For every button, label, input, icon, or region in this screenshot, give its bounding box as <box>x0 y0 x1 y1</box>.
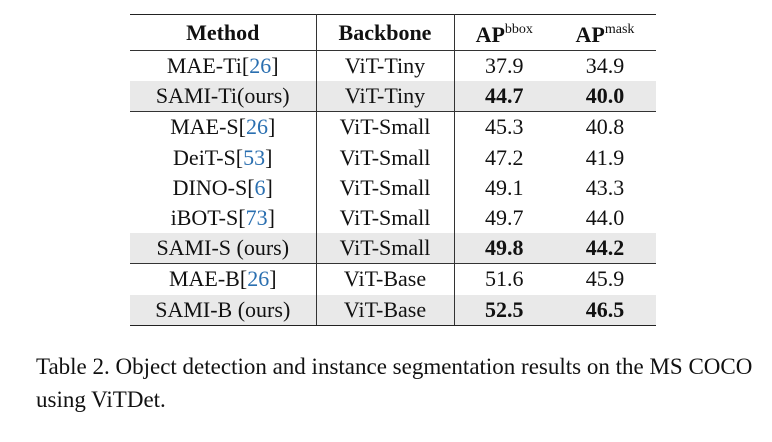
header-ap-bbox-base: AP <box>475 22 505 47</box>
ap-mask-cell: 40.8 <box>585 114 625 140</box>
table-row-ours: SAMI-B (ours) ViT-Base 52.5 46.5 <box>130 294 656 326</box>
table-row-ours: SAMI-Ti(ours) ViT-Tiny 44.7 40.0 <box>130 81 656 113</box>
citation-link[interactable]: 73 <box>245 205 268 231</box>
ap-bbox-cell-best: 44.7 <box>454 81 554 113</box>
method-cell: SAMI-S (ours) <box>130 233 317 265</box>
ap-mask-cell: 45.9 <box>585 266 625 292</box>
table-row: MAE-S[26] ViT-Small 45.3 40.8 <box>130 111 656 143</box>
method-name: MAE-Ti <box>166 53 242 79</box>
table-row: MAE-Ti[26] ViT-Tiny 37.9 34.9 <box>130 50 656 82</box>
backbone-cell: ViT-Small <box>316 142 455 173</box>
method-cell: MAE-B[26] <box>130 263 317 295</box>
method-name: MAE-B <box>168 266 240 292</box>
ap-bbox-cell-best: 52.5 <box>454 294 554 326</box>
backbone-cell: ViT-Small <box>316 233 455 265</box>
ap-mask-cell: 43.3 <box>585 174 625 200</box>
table-caption: Table 2. Object detection and instance s… <box>36 354 753 412</box>
backbone-cell: ViT-Base <box>316 294 455 326</box>
header-ap-mask: APmask <box>554 15 656 51</box>
method-cell: DINO-S[6] <box>130 172 317 203</box>
method-name: MAE-S <box>170 114 239 140</box>
ap-mask-cell-best: 46.5 <box>554 294 656 326</box>
method-cell: DeiT-S[53] <box>130 142 317 173</box>
citation-link[interactable]: 53 <box>243 144 266 170</box>
citation-link[interactable]: 26 <box>245 114 268 140</box>
ap-bbox-cell: 51.6 <box>485 266 524 292</box>
backbone-cell: ViT-Tiny <box>316 50 455 82</box>
results-table: Method Backbone APbbox APmask MAE-Ti[26]… <box>130 14 656 326</box>
results-table-container: Method Backbone APbbox APmask MAE-Ti[26]… <box>130 14 656 326</box>
backbone-cell: ViT-Small <box>316 172 455 203</box>
table-header-row: Method Backbone APbbox APmask <box>130 14 656 51</box>
method-cell: MAE-Ti[26] <box>130 50 317 82</box>
method-cell: SAMI-B (ours) <box>130 294 317 326</box>
ap-bbox-cell: 49.1 <box>485 174 524 200</box>
backbone-cell: ViT-Tiny <box>316 81 455 113</box>
table-row: MAE-B[26] ViT-Base 51.6 45.9 <box>130 263 656 295</box>
backbone-cell: ViT-Small <box>316 202 455 234</box>
ap-mask-cell: 41.9 <box>585 144 625 170</box>
header-ap-mask-sup: mask <box>604 22 635 37</box>
citation-link[interactable]: 26 <box>249 53 272 79</box>
method-cell: MAE-S[26] <box>130 111 317 143</box>
ap-bbox-cell: 47.2 <box>485 144 524 170</box>
citation-link[interactable]: 6 <box>254 174 266 200</box>
table-row-ours: SAMI-S (ours) ViT-Small 49.8 44.2 <box>130 233 656 265</box>
ap-mask-cell-best: 44.2 <box>554 233 656 265</box>
backbone-cell: ViT-Base <box>316 263 455 295</box>
ap-bbox-cell: 45.3 <box>485 114 524 140</box>
backbone-cell: ViT-Small <box>316 111 455 143</box>
ap-mask-cell-best: 40.0 <box>554 81 656 113</box>
ap-mask-cell: 34.9 <box>585 53 625 79</box>
table-row: DeiT-S[53] ViT-Small 47.2 41.9 <box>130 142 656 173</box>
method-cell: SAMI-Ti(ours) <box>130 81 317 113</box>
ap-bbox-cell-best: 49.8 <box>454 233 554 265</box>
table-row: iBOT-S[73] ViT-Small 49.7 44.0 <box>130 202 656 234</box>
header-ap-mask-base: AP <box>575 22 605 47</box>
header-method: Method <box>130 14 317 51</box>
ap-bbox-cell: 37.9 <box>485 53 524 79</box>
ap-bbox-cell: 49.7 <box>485 205 524 231</box>
table-row: DINO-S[6] ViT-Small 49.1 43.3 <box>130 172 656 203</box>
method-cell: iBOT-S[73] <box>130 202 317 234</box>
header-ap-bbox: APbbox <box>454 15 554 51</box>
method-name: DeiT-S <box>173 144 236 170</box>
header-ap-bbox-sup: bbox <box>504 22 533 37</box>
citation-link[interactable]: 26 <box>247 266 270 292</box>
ap-mask-cell: 44.0 <box>585 205 625 231</box>
header-backbone: Backbone <box>316 14 455 51</box>
method-name: iBOT-S <box>170 205 239 231</box>
method-name: DINO-S <box>172 174 248 200</box>
